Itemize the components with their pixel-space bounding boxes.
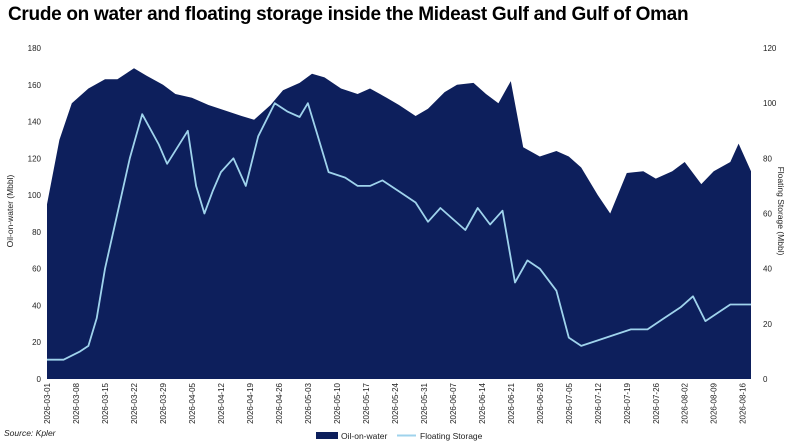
- x-tick-label: 2026-08-16: [739, 382, 748, 423]
- source-note: Source: Kpler: [4, 428, 56, 438]
- x-tick-label: 2026-03-15: [101, 382, 110, 423]
- y-left-tick-label: 100: [28, 191, 42, 200]
- y-left-tick-label: 180: [28, 44, 42, 53]
- x-tick-label: 2026-07-26: [652, 382, 661, 423]
- y-axis-right-title: Floating Storage (Mbbl): [776, 167, 786, 256]
- x-tick-label: 2026-08-02: [681, 382, 690, 423]
- series-floating-storage-line: [47, 102, 751, 361]
- y-right-tick-label: 0: [763, 375, 768, 384]
- y-left-tick-label: 20: [32, 338, 41, 347]
- x-tick-label: 2026-03-01: [43, 382, 52, 423]
- x-tick-label: 2026-06-21: [507, 382, 516, 423]
- y-axis-right: 0 20 40 60 80 100 120: [763, 44, 777, 384]
- x-tick-label: 2026-04-05: [188, 382, 197, 423]
- x-tick-label: 2026-06-14: [478, 382, 487, 423]
- y-right-tick-label: 100: [763, 99, 777, 108]
- x-axis: 2026-03-01 2026-03-08 2026-03-15 2026-03-22…: [43, 382, 748, 423]
- x-tick-label: 2026-03-08: [72, 382, 81, 423]
- legend: Oil-on-water Floating Storage: [316, 431, 483, 441]
- x-tick-label: 2026-05-17: [362, 382, 371, 423]
- x-tick-label: 2026-03-22: [130, 382, 139, 423]
- series-oil-on-water-area: [47, 68, 751, 379]
- y-left-tick-label: 160: [28, 81, 42, 90]
- y-axis-left: 0 20 40 60 80 100 120 140 160 180: [28, 44, 42, 384]
- y-left-tick-label: 140: [28, 118, 42, 127]
- y-right-tick-label: 60: [763, 210, 772, 219]
- x-tick-label: 2026-04-26: [275, 382, 284, 423]
- x-tick-label: 2026-08-09: [710, 382, 719, 423]
- x-tick-label: 2026-03-29: [159, 382, 168, 423]
- y-right-tick-label: 80: [763, 154, 772, 163]
- y-right-tick-label: 120: [763, 44, 777, 53]
- legend-swatch-oil-on-water: [316, 432, 338, 439]
- y-right-tick-label: 20: [763, 320, 772, 329]
- x-tick-label: 2026-04-19: [246, 382, 255, 423]
- legend-label-oil-on-water: Oil-on-water: [341, 431, 387, 441]
- x-tick-label: 2026-07-19: [623, 382, 632, 423]
- y-left-tick-label: 60: [32, 265, 41, 274]
- x-tick-label: 2026-06-28: [536, 382, 545, 423]
- x-tick-label: 2026-05-24: [391, 382, 400, 423]
- legend-label-floating-storage: Floating Storage: [420, 431, 483, 441]
- chart-title: Crude on water and floating storage insi…: [8, 4, 689, 25]
- y-left-tick-label: 40: [32, 301, 41, 310]
- x-tick-label: 2026-05-10: [333, 382, 342, 423]
- y-right-tick-label: 40: [763, 265, 772, 274]
- y-axis-left-title: Oil-on-water (Mbbl): [5, 174, 15, 247]
- y-left-tick-label: 0: [37, 375, 42, 384]
- plot-area: [47, 68, 751, 379]
- x-tick-label: 2026-06-07: [449, 382, 458, 423]
- x-tick-label: 2026-04-12: [217, 382, 226, 423]
- x-tick-label: 2026-05-03: [304, 382, 313, 423]
- x-tick-label: 2026-07-05: [565, 382, 574, 423]
- y-left-tick-label: 80: [32, 228, 41, 237]
- y-left-tick-label: 120: [28, 154, 42, 163]
- x-tick-label: 2026-05-31: [420, 382, 429, 423]
- x-tick-label: 2026-07-12: [594, 382, 603, 423]
